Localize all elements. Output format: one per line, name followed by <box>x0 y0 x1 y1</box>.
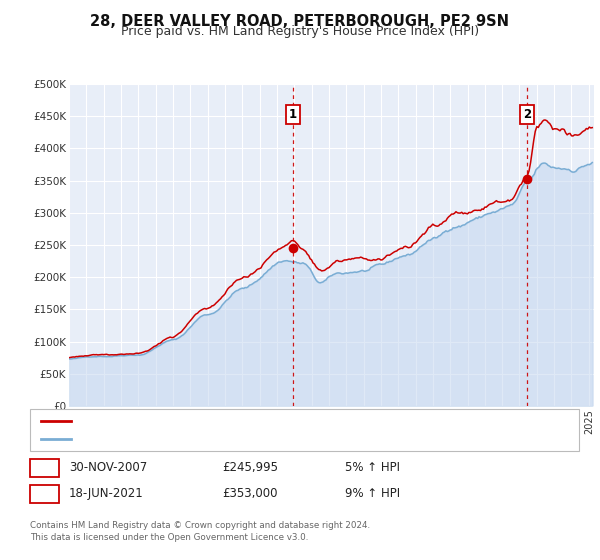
Text: 2: 2 <box>523 108 532 121</box>
Text: Price paid vs. HM Land Registry's House Price Index (HPI): Price paid vs. HM Land Registry's House … <box>121 25 479 38</box>
Text: 9% ↑ HPI: 9% ↑ HPI <box>345 487 400 501</box>
Text: HPI: Average price, detached house, City of Peterborough: HPI: Average price, detached house, City… <box>77 434 377 444</box>
Text: 30-NOV-2007: 30-NOV-2007 <box>69 461 147 474</box>
Text: £245,995: £245,995 <box>222 461 278 474</box>
Text: 5% ↑ HPI: 5% ↑ HPI <box>345 461 400 474</box>
Text: 18-JUN-2021: 18-JUN-2021 <box>69 487 144 501</box>
Text: 1: 1 <box>40 461 49 474</box>
Text: 1: 1 <box>289 108 297 121</box>
Text: 28, DEER VALLEY ROAD, PETERBOROUGH, PE2 9SN (detached house): 28, DEER VALLEY ROAD, PETERBOROUGH, PE2 … <box>77 416 438 426</box>
Text: £353,000: £353,000 <box>222 487 277 501</box>
Text: 2: 2 <box>40 487 49 501</box>
Text: 28, DEER VALLEY ROAD, PETERBOROUGH, PE2 9SN: 28, DEER VALLEY ROAD, PETERBOROUGH, PE2 … <box>91 14 509 29</box>
Text: Contains HM Land Registry data © Crown copyright and database right 2024.
This d: Contains HM Land Registry data © Crown c… <box>30 521 370 542</box>
